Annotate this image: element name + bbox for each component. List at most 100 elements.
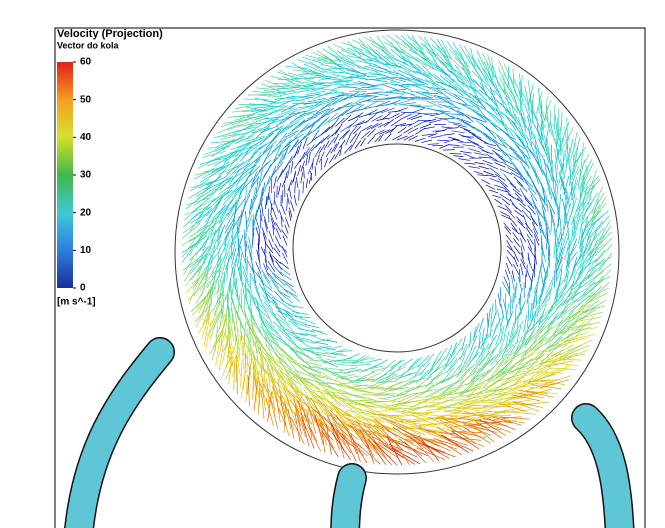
vector xyxy=(552,160,553,181)
vector xyxy=(472,71,488,85)
vector xyxy=(339,131,348,140)
vector xyxy=(194,168,214,179)
vector xyxy=(368,136,375,144)
vector xyxy=(361,138,366,146)
vector xyxy=(539,305,554,321)
vector xyxy=(315,166,316,176)
vector xyxy=(294,195,296,206)
vector xyxy=(336,382,357,384)
vector xyxy=(507,257,513,267)
vector xyxy=(226,162,244,174)
vector xyxy=(495,199,503,204)
vector xyxy=(206,322,211,349)
vector xyxy=(340,140,346,148)
vector xyxy=(463,145,476,147)
vector xyxy=(366,114,376,123)
vector xyxy=(324,93,344,94)
vector xyxy=(453,339,462,353)
vector xyxy=(279,70,300,82)
vector xyxy=(261,126,279,133)
vector xyxy=(200,171,218,182)
vector xyxy=(523,194,532,205)
vector xyxy=(300,318,315,324)
vector xyxy=(331,144,337,154)
vector xyxy=(528,205,536,214)
vector xyxy=(469,132,482,138)
vector xyxy=(477,175,487,176)
vector xyxy=(388,114,400,120)
vector xyxy=(298,165,301,176)
vector xyxy=(219,345,223,371)
vector xyxy=(282,280,293,288)
vector xyxy=(460,344,467,360)
vector xyxy=(492,150,502,158)
vector xyxy=(280,134,296,143)
vector xyxy=(421,140,432,143)
vector xyxy=(512,204,522,212)
vector xyxy=(372,93,389,96)
vector xyxy=(539,282,545,299)
vector xyxy=(278,145,291,155)
vector xyxy=(482,328,484,343)
vector xyxy=(470,424,494,441)
vector xyxy=(442,373,460,383)
vector xyxy=(496,299,497,314)
vector xyxy=(239,337,241,363)
page: Velocity (Projection) Vector do kola [m … xyxy=(0,0,665,528)
vector xyxy=(533,167,539,184)
vector xyxy=(541,121,542,141)
vector xyxy=(395,112,406,119)
vector xyxy=(453,156,463,157)
vector xyxy=(288,343,301,359)
vector xyxy=(292,312,308,315)
vector xyxy=(285,218,289,228)
vector xyxy=(248,94,271,95)
vector xyxy=(496,329,502,346)
vector xyxy=(301,172,303,183)
vector xyxy=(468,149,481,153)
vector xyxy=(501,377,525,385)
vector xyxy=(407,358,418,371)
vector xyxy=(500,212,510,217)
vector xyxy=(492,140,507,147)
vector xyxy=(306,91,326,95)
vector xyxy=(569,139,573,160)
vector xyxy=(509,217,516,226)
vector xyxy=(528,246,535,257)
vector xyxy=(412,108,425,113)
vector xyxy=(508,66,509,88)
vector xyxy=(482,354,498,366)
vector xyxy=(546,194,548,212)
vector xyxy=(528,326,545,341)
vector xyxy=(492,323,498,340)
vector xyxy=(273,208,277,220)
vector xyxy=(498,206,507,210)
vector xyxy=(355,141,361,149)
vector xyxy=(352,364,371,366)
vector xyxy=(535,134,537,155)
vector xyxy=(524,315,527,333)
vector xyxy=(482,180,491,185)
vector xyxy=(280,293,292,303)
vector xyxy=(414,121,425,127)
vector xyxy=(361,131,369,138)
vector xyxy=(530,176,537,192)
vector xyxy=(500,148,512,160)
vector xyxy=(479,351,491,366)
vector xyxy=(275,236,280,247)
vector xyxy=(458,126,470,131)
vector xyxy=(291,161,293,173)
vector xyxy=(520,269,521,282)
vector xyxy=(246,375,248,403)
vector xyxy=(285,225,288,234)
vector xyxy=(341,94,359,95)
vector xyxy=(555,359,581,360)
vector xyxy=(321,159,322,171)
vector xyxy=(255,341,258,365)
vector xyxy=(347,85,366,86)
vector xyxy=(458,159,470,161)
vector xyxy=(501,215,511,220)
vector xyxy=(369,37,387,54)
vector xyxy=(198,157,218,168)
vector xyxy=(277,169,283,182)
